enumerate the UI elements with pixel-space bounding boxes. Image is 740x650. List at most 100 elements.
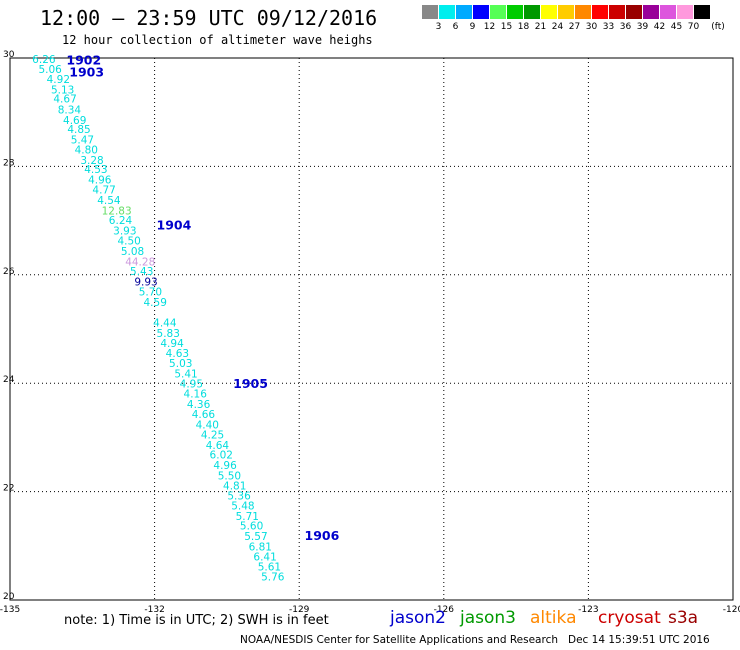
legend-label: 33 — [602, 22, 615, 32]
legend-label: 21 — [534, 22, 547, 32]
swh-value: 4.44 — [153, 317, 177, 329]
satellite-altika: altika — [530, 608, 577, 628]
swh-value: 4.77 — [92, 185, 115, 197]
map-frame — [9, 57, 734, 601]
satellite-jason2: jason2 — [390, 608, 446, 628]
legend-label: 6 — [452, 22, 459, 32]
swh-value: 6.24 — [109, 215, 133, 227]
swh-value: 9.93 — [134, 276, 157, 288]
legend-swatch — [626, 5, 643, 19]
swh-value: 3.93 — [113, 225, 136, 237]
swh-value: 4.36 — [187, 399, 211, 411]
swh-value: 4.81 — [223, 481, 246, 493]
swh-value: 5.13 — [51, 84, 74, 96]
swh-value: 6.26 — [32, 54, 56, 66]
utc-time-label: 1905 — [233, 376, 268, 391]
x-tick-label: -132 — [144, 605, 164, 615]
swh-value: 4.16 — [184, 388, 208, 400]
swh-value: 5.06 — [38, 64, 62, 76]
swh-value: 4.95 — [180, 379, 203, 391]
map-grid — [9, 57, 734, 601]
legend-swatch — [456, 5, 473, 19]
legend-label: 24 — [551, 22, 564, 32]
swh-value: 5.83 — [157, 328, 180, 340]
y-tick-label: 26 — [3, 267, 15, 277]
satellite-s3a: s3a — [668, 608, 699, 628]
swh-value: 5.61 — [258, 561, 281, 573]
legend-label: 18 — [517, 22, 530, 32]
swh-value: 6.41 — [253, 552, 276, 564]
swh-value: 5.57 — [244, 531, 267, 543]
swh-value: 4.25 — [201, 430, 224, 442]
swh-value: 8.34 — [58, 104, 82, 116]
swh-value: 4.66 — [192, 409, 216, 421]
swh-value: 4.92 — [47, 74, 70, 86]
legend-unit: (ft) — [711, 22, 725, 32]
swh-value: 44.28 — [125, 256, 155, 268]
swh-value: 4.54 — [97, 195, 121, 207]
x-tick-label: -123 — [578, 605, 598, 615]
swh-value: 5.36 — [227, 490, 251, 502]
legend-label: 36 — [619, 22, 632, 32]
legend-swatch — [541, 5, 558, 19]
legend-label: 3 — [435, 22, 442, 32]
swh-value: 4.67 — [53, 94, 76, 106]
page-subtitle: 12 hour collection of altimeter wave hei… — [62, 33, 373, 47]
wave-height-track: 6.265.064.925.134.678.344.694.855.474.80… — [32, 54, 285, 584]
legend-label: 42 — [653, 22, 666, 32]
legend-label: 15 — [500, 22, 513, 32]
swh-value: 4.96 — [88, 174, 112, 186]
swh-value: 5.48 — [231, 501, 254, 513]
swh-value: 4.50 — [117, 236, 140, 248]
swh-value: 5.71 — [236, 511, 259, 523]
legend-swatch — [473, 5, 490, 19]
legend-swatch — [439, 5, 456, 19]
satellite-cryosat: cryosat — [598, 608, 661, 628]
utc-time-label: 1904 — [157, 217, 192, 232]
y-tick-label: 20 — [3, 592, 15, 602]
swh-value: 5.50 — [218, 470, 241, 482]
legend-swatch — [575, 5, 592, 19]
swh-value: 4.63 — [166, 348, 189, 360]
swh-value: 4.53 — [84, 164, 107, 176]
legend-swatch — [490, 5, 507, 19]
swh-value: 6.81 — [249, 541, 272, 553]
legend-label: 39 — [636, 22, 649, 32]
swh-value: 4.96 — [213, 460, 237, 472]
swh-value: 5.03 — [169, 358, 192, 370]
swh-value: 4.64 — [206, 440, 230, 452]
swh-value: 4.85 — [67, 124, 90, 136]
swh-value: 5.70 — [139, 287, 162, 299]
legend-label: 30 — [585, 22, 598, 32]
y-tick-label: 28 — [3, 158, 15, 168]
legend-label: 12 — [483, 22, 496, 32]
page-title: 12:00 – 23:59 UTC 09/12/2016 — [40, 6, 378, 30]
legend-swatch — [507, 5, 524, 19]
x-tick-label: -129 — [289, 605, 310, 615]
map-ticks: -135 -132 -129 -126 -123 -120 30 28 26 24 22 20 — [0, 50, 740, 615]
utc-time-label: 1902 — [66, 53, 101, 68]
swh-value: 4.40 — [196, 419, 219, 431]
swh-value: 4.94 — [160, 338, 184, 350]
swh-value: 5.76 — [261, 572, 285, 584]
y-tick-label: 22 — [3, 484, 14, 494]
legend-swatch — [677, 5, 694, 19]
swh-value: 4.59 — [144, 297, 167, 309]
swh-value: 12.83 — [102, 205, 132, 217]
legend-swatch — [609, 5, 626, 19]
legend-label: 27 — [568, 22, 581, 32]
legend-swatch — [643, 5, 660, 19]
satellite-jason3: jason3 — [460, 608, 516, 628]
legend-swatch — [694, 5, 711, 19]
swh-value: 3.28 — [80, 155, 103, 167]
x-tick-label: -120 — [723, 605, 740, 615]
swh-value: 5.41 — [174, 368, 197, 380]
legend-swatch — [524, 5, 541, 19]
units-note: note: 1) Time is in UTC; 2) SWH is in fe… — [64, 613, 329, 628]
y-tick-label: 24 — [3, 375, 15, 385]
utc-time-label: 1903 — [69, 65, 104, 80]
legend-swatch — [592, 5, 609, 19]
swh-value: 6.02 — [210, 450, 233, 462]
